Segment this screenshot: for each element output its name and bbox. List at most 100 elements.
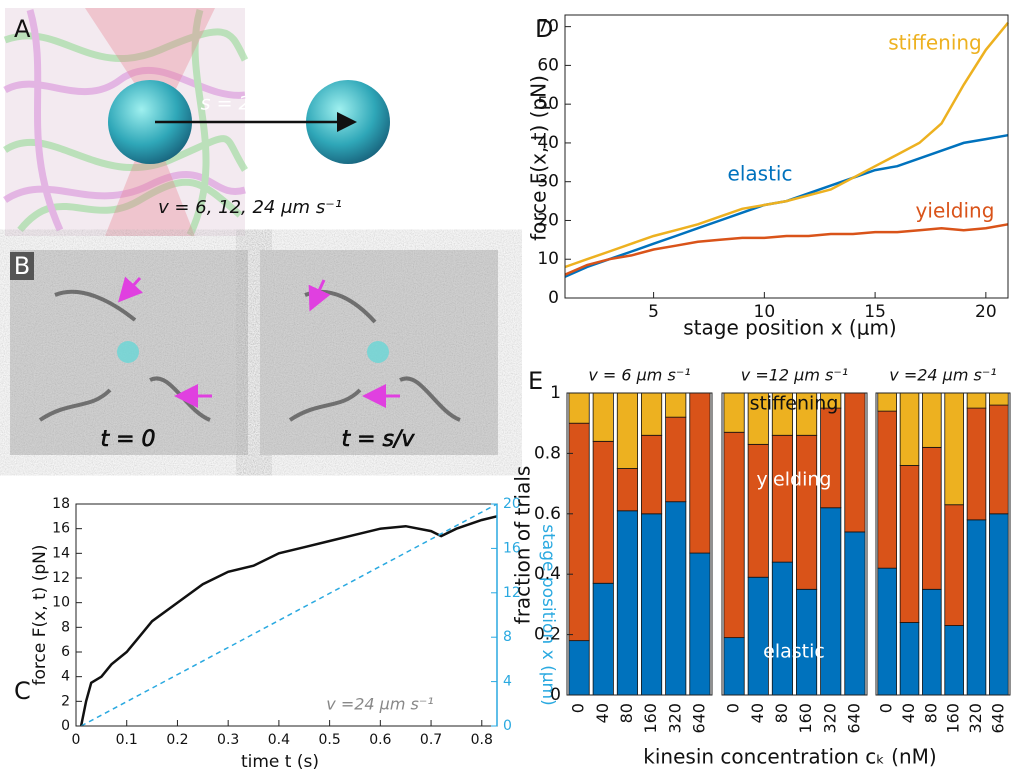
plot-frame [721, 392, 868, 696]
y-tick-label: 50 [537, 94, 559, 114]
data-line [80, 503, 498, 727]
panel-letter: C [14, 677, 31, 705]
bar-segment [568, 640, 590, 696]
x-tick-label: 640 [689, 703, 708, 734]
x-tick-label: 0.5 [318, 732, 340, 748]
bar-segment [899, 392, 920, 466]
y-tick-label: 2 [61, 693, 70, 709]
bar-segment [877, 392, 897, 412]
y-tick-label: 18 [52, 496, 70, 512]
subplot-title: v =24 μm s⁻¹ [889, 366, 996, 385]
plot-frame [564, 14, 1009, 299]
x-tick-label: 80 [921, 703, 940, 723]
x-tick-label: 0.1 [116, 732, 138, 748]
bar-segment [820, 407, 842, 509]
y-tick-label: 20 [537, 210, 559, 230]
bar-segment [877, 567, 897, 696]
bar-segment [665, 416, 687, 503]
data-line [79, 515, 498, 727]
bar-segment [989, 392, 1009, 406]
x-tick-label: 40 [899, 703, 918, 723]
x-tick-label: 80 [617, 703, 636, 723]
y-tick-label: 10 [537, 249, 559, 269]
bar-segment [723, 392, 745, 433]
bar-segment [665, 501, 687, 696]
bar-segment [966, 407, 987, 521]
bar-segment [723, 637, 745, 696]
y-axis-label: force F(x, t) (pN) [527, 75, 551, 241]
y-tick-label: 0.8 [534, 443, 561, 463]
panel-letter: D [535, 15, 553, 43]
data-line [564, 22, 1009, 269]
x-tick-label: 320 [966, 703, 985, 734]
bar-segment [899, 622, 920, 696]
y-tick-label: 14 [52, 545, 70, 561]
letter-box [10, 252, 34, 280]
bar-segment [592, 582, 614, 696]
bar-segment [966, 519, 987, 696]
x-tick-label: 0 [569, 703, 588, 713]
x-tick-label: 0.7 [420, 732, 442, 748]
x-axis-label: stage position x (μm) [683, 316, 896, 340]
x-tick-label: 0 [72, 732, 81, 748]
y-tick-label: 4 [61, 669, 70, 685]
y-tick-label: 0.2 [534, 625, 561, 645]
y-tick-label: 6 [61, 644, 70, 660]
plot-frame [566, 392, 713, 696]
plot-frame [875, 392, 1011, 696]
subplot-title: v =12 μm s⁻¹ [741, 366, 848, 385]
y2-tick-label: 12 [503, 585, 521, 601]
y-tick-label: 16 [52, 521, 70, 537]
x-tick-label: 0.2 [166, 732, 188, 748]
bar-segment [989, 513, 1009, 696]
bar-segment [771, 434, 793, 563]
bar-segment [944, 625, 964, 696]
series-label: elastic [728, 162, 793, 186]
bar-segment [820, 507, 842, 696]
bar-segment [944, 392, 964, 506]
panel-a-overlay: s = 20 μm v = 6, 12, 24 μm s⁻¹ [155, 93, 357, 218]
bar-segment [641, 513, 663, 696]
y2-tick-label: 8 [503, 629, 512, 645]
time-label: t = 0 [100, 427, 155, 452]
y2-tick-label: 16 [503, 540, 521, 556]
separation-label: s = 20 μm [201, 93, 300, 115]
bar-segment [844, 531, 866, 696]
y-tick-label: 0.4 [534, 564, 561, 584]
x-tick-label: 40 [748, 703, 767, 723]
bead [108, 80, 192, 164]
y-tick-label: 0 [61, 718, 70, 734]
speed-label: v = 6, 12, 24 μm s⁻¹ [158, 197, 342, 218]
x-tick-label: 0.6 [369, 732, 391, 748]
annotation: v =24 μm s⁻¹ [326, 695, 433, 714]
series-label: yielding [916, 199, 995, 223]
x-tick-label: 0.3 [217, 732, 239, 748]
bar-segment [771, 561, 793, 696]
y-tick-label: 0 [550, 685, 561, 705]
series-label: elastic [763, 641, 825, 663]
bar-segment [899, 465, 920, 623]
bar-segment [922, 588, 942, 696]
y2-axis-label: stage position x (μm) [538, 524, 558, 705]
bar-segment [922, 446, 942, 590]
x-tick-label: 640 [844, 703, 863, 734]
y-axis-label: force F(x, t) (pN) [30, 545, 50, 686]
x-tick-label: 80 [772, 703, 791, 723]
x-tick-label: 0.8 [471, 732, 493, 748]
bar-segment [616, 510, 638, 696]
y-tick-label: 8 [61, 619, 70, 635]
y-tick-label: 70 [537, 17, 559, 37]
bar-segment [844, 392, 866, 533]
series-label: stiffening [888, 31, 982, 55]
series-label: stiffening [750, 393, 839, 415]
x-tick-label: 0.4 [268, 732, 290, 748]
bar-segment [592, 440, 614, 584]
bar-segment [641, 392, 663, 436]
panel-letter: A [14, 15, 31, 43]
bar-segment [747, 443, 769, 578]
bar-segment [747, 576, 769, 696]
x-axis-label: time t (s) [241, 752, 319, 771]
bar-segment [641, 434, 663, 515]
x-tick-label: 40 [593, 703, 612, 723]
x-tick-label: 160 [641, 703, 660, 734]
